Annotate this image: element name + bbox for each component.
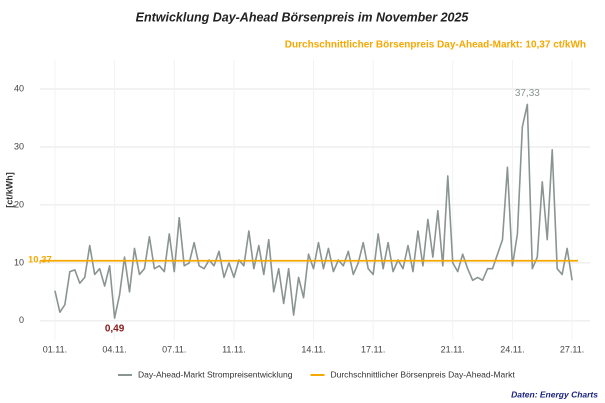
chart-subtitle: Durchschnittlicher Börsenpreis Day-Ahead… bbox=[285, 40, 586, 51]
source: Daten: Energy Charts bbox=[511, 389, 598, 399]
x-tick-label: 24.11. bbox=[500, 344, 524, 354]
y-tick-label: 0 bbox=[19, 315, 24, 325]
x-tick-label: 11.11. bbox=[222, 344, 246, 354]
x-tick-label: 27.11. bbox=[560, 344, 584, 354]
x-tick-label: 07.11. bbox=[162, 344, 186, 354]
x-tick-label: 14.11. bbox=[301, 344, 325, 354]
y-tick-label: 30 bbox=[14, 141, 24, 151]
chart-title: Entwicklung Day-Ahead Börsenpreis im Nov… bbox=[136, 10, 470, 24]
annotation: 37,33 bbox=[515, 88, 540, 99]
y-tick-label: 40 bbox=[14, 83, 24, 93]
y-tick-label: 20 bbox=[14, 199, 24, 209]
y-axis-label: [ct/kWh] bbox=[4, 172, 14, 208]
y-tick-label: 10 bbox=[14, 257, 24, 267]
legend-label: Day-Ahead-Markt Strompreisentwicklung bbox=[138, 369, 293, 379]
x-tick-label: 17.11. bbox=[361, 344, 385, 354]
x-tick-label: 04.11. bbox=[102, 344, 126, 354]
x-tick-label: 21.11. bbox=[441, 344, 465, 354]
x-tick-label: 01.11. bbox=[43, 344, 67, 354]
line-series bbox=[54, 103, 573, 319]
annotation: 0,49 bbox=[105, 324, 125, 335]
legend-label: Durchschnittlicher Börsenpreis Day-Ahead… bbox=[330, 369, 515, 379]
average-label: 10,37 bbox=[28, 254, 52, 265]
